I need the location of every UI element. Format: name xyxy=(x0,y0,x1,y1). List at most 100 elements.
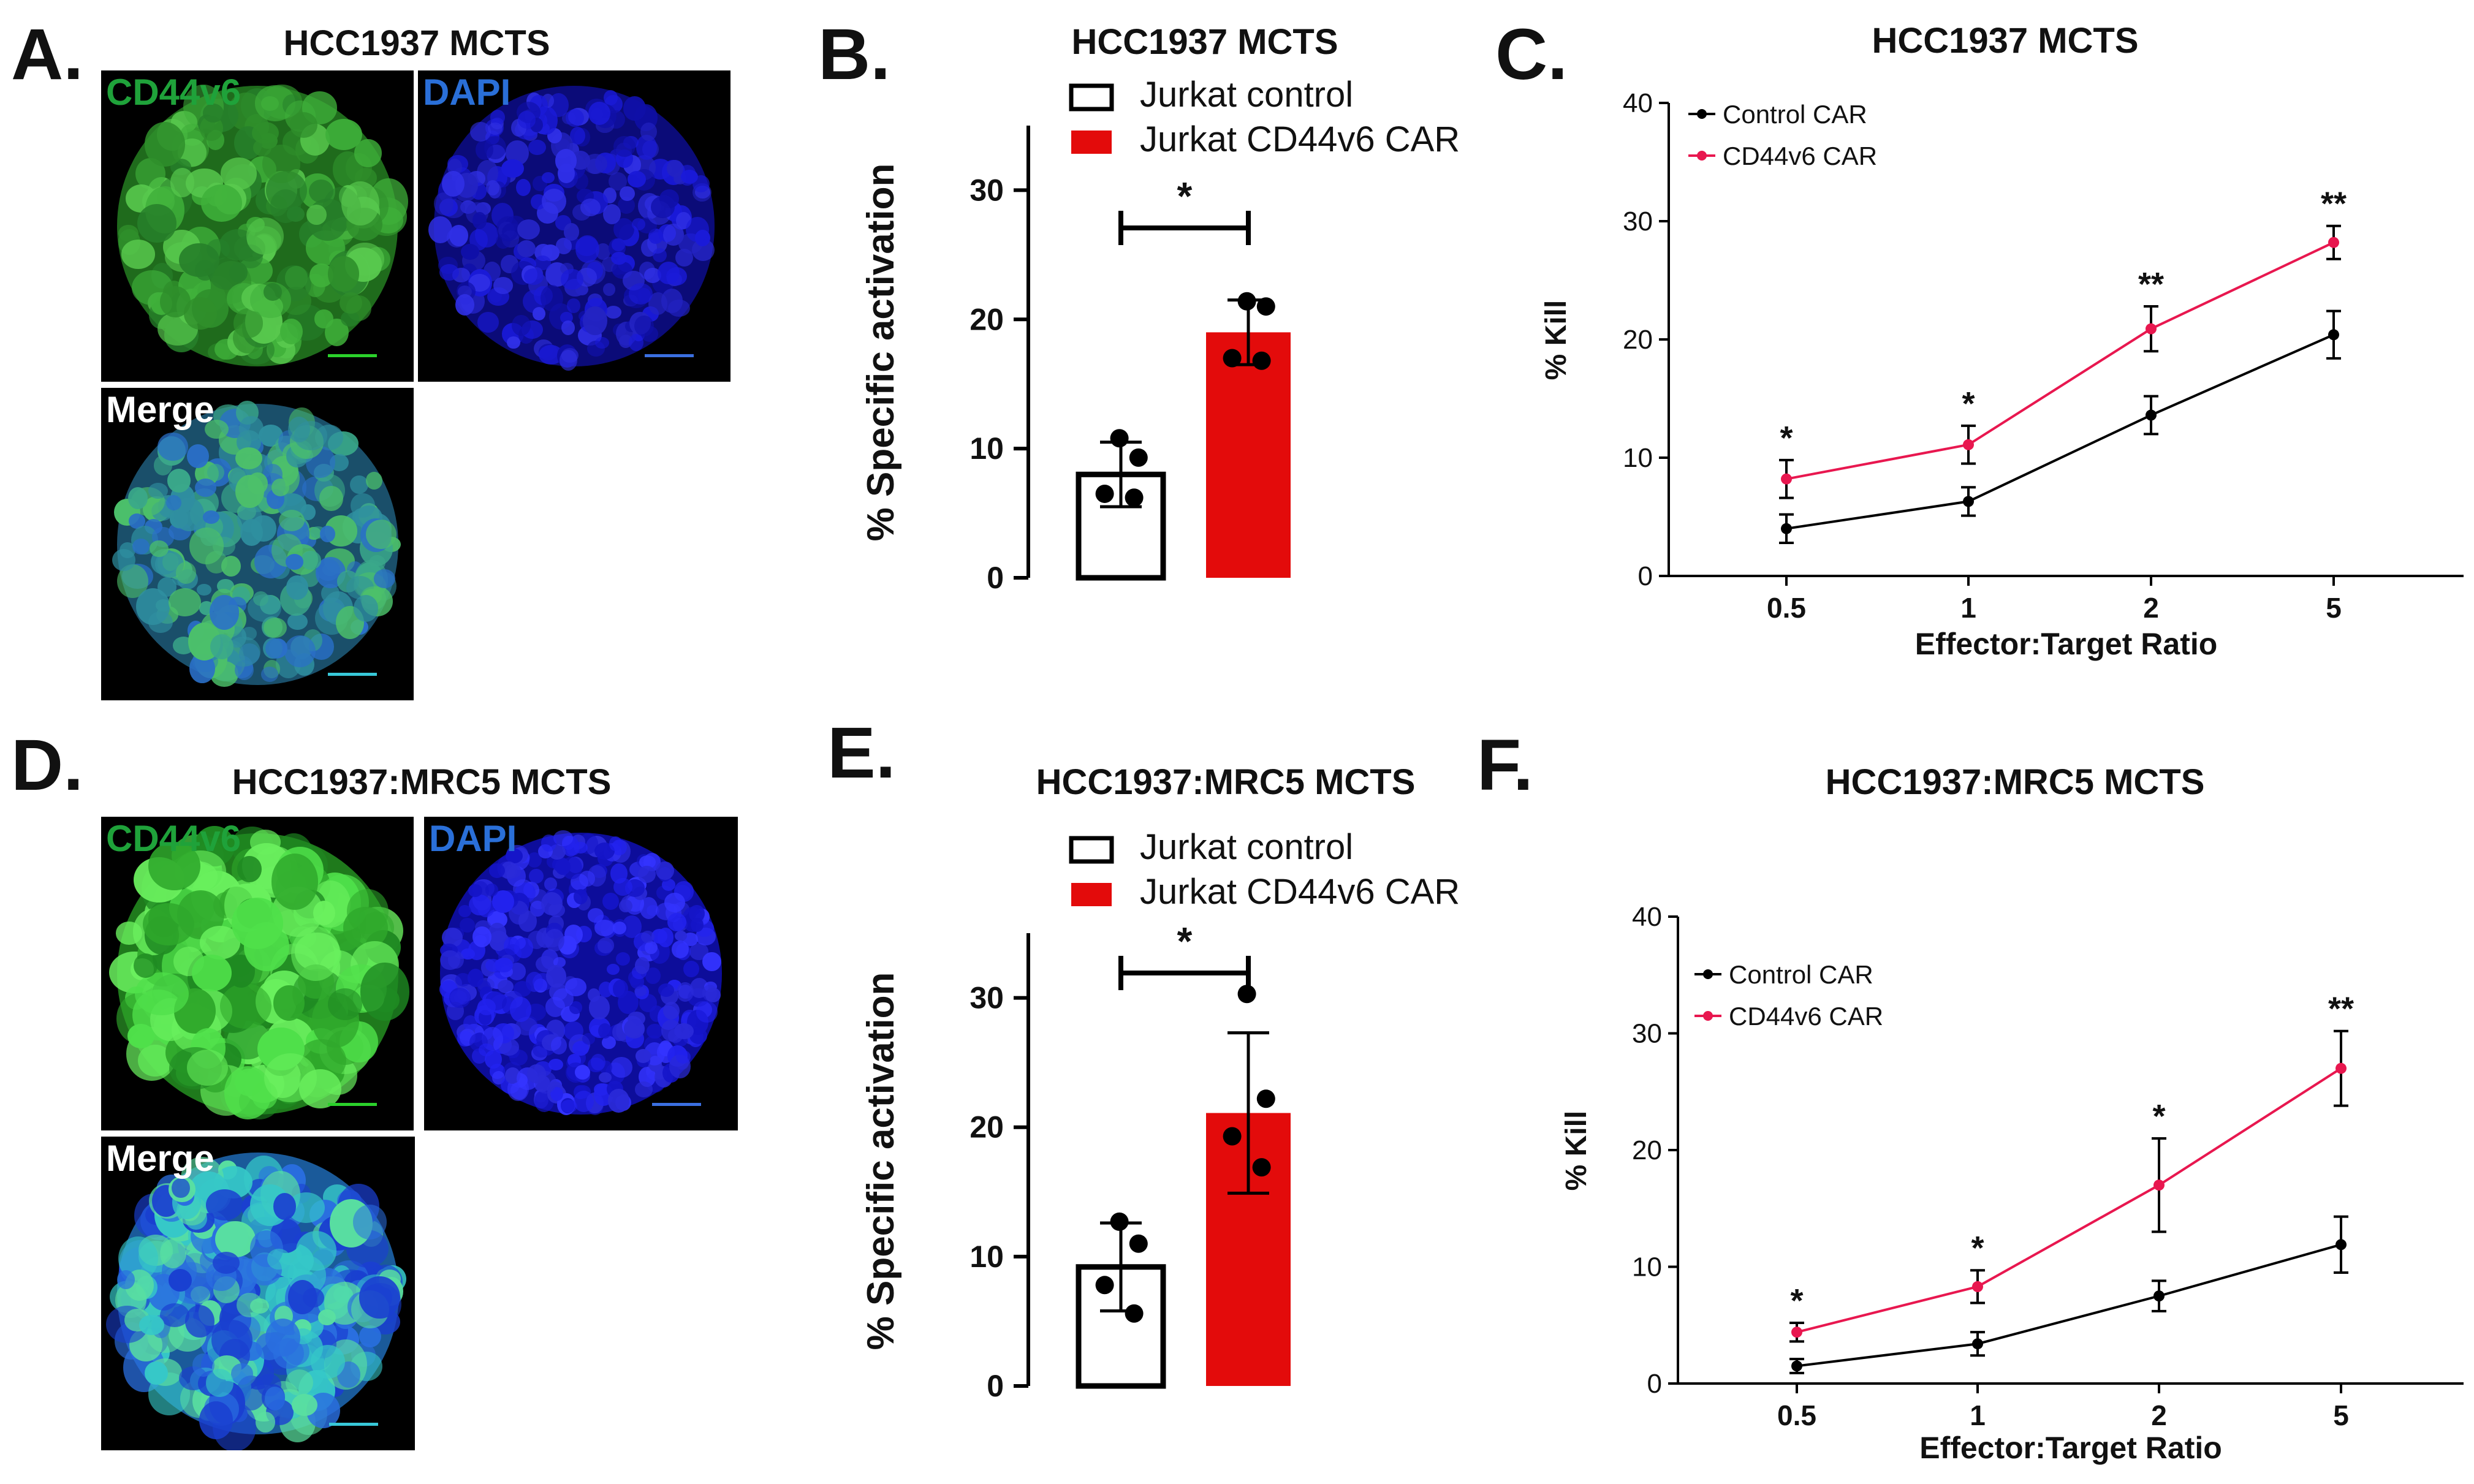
data-point xyxy=(1256,1089,1275,1108)
cell xyxy=(498,979,514,993)
data-point xyxy=(1110,1212,1129,1231)
cell xyxy=(602,282,615,296)
cell xyxy=(609,836,622,852)
cell xyxy=(587,908,604,923)
cell xyxy=(157,432,189,461)
cell xyxy=(207,239,230,260)
cell xyxy=(308,180,333,203)
data-point xyxy=(2153,1290,2165,1302)
cell xyxy=(514,937,533,959)
chart-title: HCC1937 MCTS xyxy=(1071,22,1338,62)
cell xyxy=(529,869,544,884)
cell xyxy=(560,1099,577,1113)
cell xyxy=(359,1276,400,1319)
cell xyxy=(472,212,487,230)
cell xyxy=(612,922,627,935)
series-line xyxy=(1796,1243,2342,1368)
cell xyxy=(265,638,287,659)
cell xyxy=(349,475,368,494)
data-point xyxy=(1963,496,1974,507)
panel-label-c: C. xyxy=(1495,14,1568,95)
legend-swatch xyxy=(1071,883,1112,906)
cell xyxy=(515,178,531,197)
channel-label: DAPI xyxy=(429,818,517,859)
cell xyxy=(449,987,471,1009)
data-point xyxy=(1972,1281,1983,1292)
cell xyxy=(634,315,654,336)
cell xyxy=(167,469,191,493)
legend-swatch xyxy=(1071,131,1112,154)
cell xyxy=(306,205,327,225)
cell xyxy=(597,937,615,953)
y-tick-label: 30 xyxy=(969,981,1004,1015)
cell xyxy=(148,841,201,890)
y-tick-label: 10 xyxy=(969,431,1004,466)
data-point xyxy=(2336,1062,2347,1074)
cell xyxy=(623,96,646,121)
y-axis-label: % Kill xyxy=(1540,300,1573,380)
data-point xyxy=(2328,329,2339,341)
cell xyxy=(623,1018,645,1039)
cell xyxy=(255,1412,276,1433)
cell xyxy=(575,1065,590,1080)
cell xyxy=(290,112,318,138)
cell xyxy=(220,983,272,1029)
y-tick-label: 20 xyxy=(1632,1135,1662,1165)
data-point xyxy=(2328,237,2339,248)
cell xyxy=(488,863,505,879)
cell xyxy=(248,472,268,495)
micrograph-a-dapi: DAPI xyxy=(418,70,730,382)
cell xyxy=(611,251,628,265)
data-point xyxy=(1963,439,1974,450)
chart-title: HCC1937:MRC5 MCTS xyxy=(1036,762,1416,802)
cell xyxy=(591,1053,605,1070)
cell xyxy=(567,298,580,314)
cell xyxy=(662,879,675,891)
cell xyxy=(553,956,566,967)
series-line xyxy=(1786,333,2334,530)
cell xyxy=(139,1315,164,1335)
cell xyxy=(353,595,379,622)
cell xyxy=(279,509,305,531)
cell xyxy=(596,243,610,260)
cell xyxy=(555,858,571,875)
cell xyxy=(657,928,674,947)
significance-star: ** xyxy=(2321,186,2347,222)
panel-label-a: A. xyxy=(11,14,83,95)
cell xyxy=(327,988,363,1021)
cell xyxy=(184,1304,214,1338)
cell xyxy=(271,854,319,910)
cell xyxy=(284,635,316,668)
cell xyxy=(705,988,721,1002)
cell xyxy=(523,268,544,286)
cell xyxy=(582,1033,595,1045)
cell xyxy=(548,1059,563,1071)
cell xyxy=(696,1001,718,1023)
cell xyxy=(286,575,308,600)
data-point xyxy=(1237,292,1256,311)
cell xyxy=(505,848,523,863)
cell xyxy=(148,611,173,634)
cell xyxy=(175,562,197,585)
cell xyxy=(674,931,688,942)
cell xyxy=(340,292,363,314)
cell xyxy=(588,102,611,126)
data-point xyxy=(1095,484,1114,503)
micrograph-a-merge: Merge xyxy=(101,388,414,700)
cell xyxy=(488,923,507,943)
cell xyxy=(287,613,308,630)
cell xyxy=(428,216,452,244)
legend-marker xyxy=(1703,969,1713,979)
cell xyxy=(702,952,721,972)
cell xyxy=(604,89,618,105)
cell xyxy=(566,108,585,127)
cell xyxy=(613,877,633,896)
cell xyxy=(517,219,541,240)
bar xyxy=(1076,471,1166,581)
cell xyxy=(485,884,498,896)
chart-title: HCC1937 MCTS xyxy=(1872,21,2138,61)
cell xyxy=(463,1015,478,1032)
cell xyxy=(285,1369,314,1396)
channel-label: CD44v6 xyxy=(106,818,241,859)
cell xyxy=(685,216,709,243)
